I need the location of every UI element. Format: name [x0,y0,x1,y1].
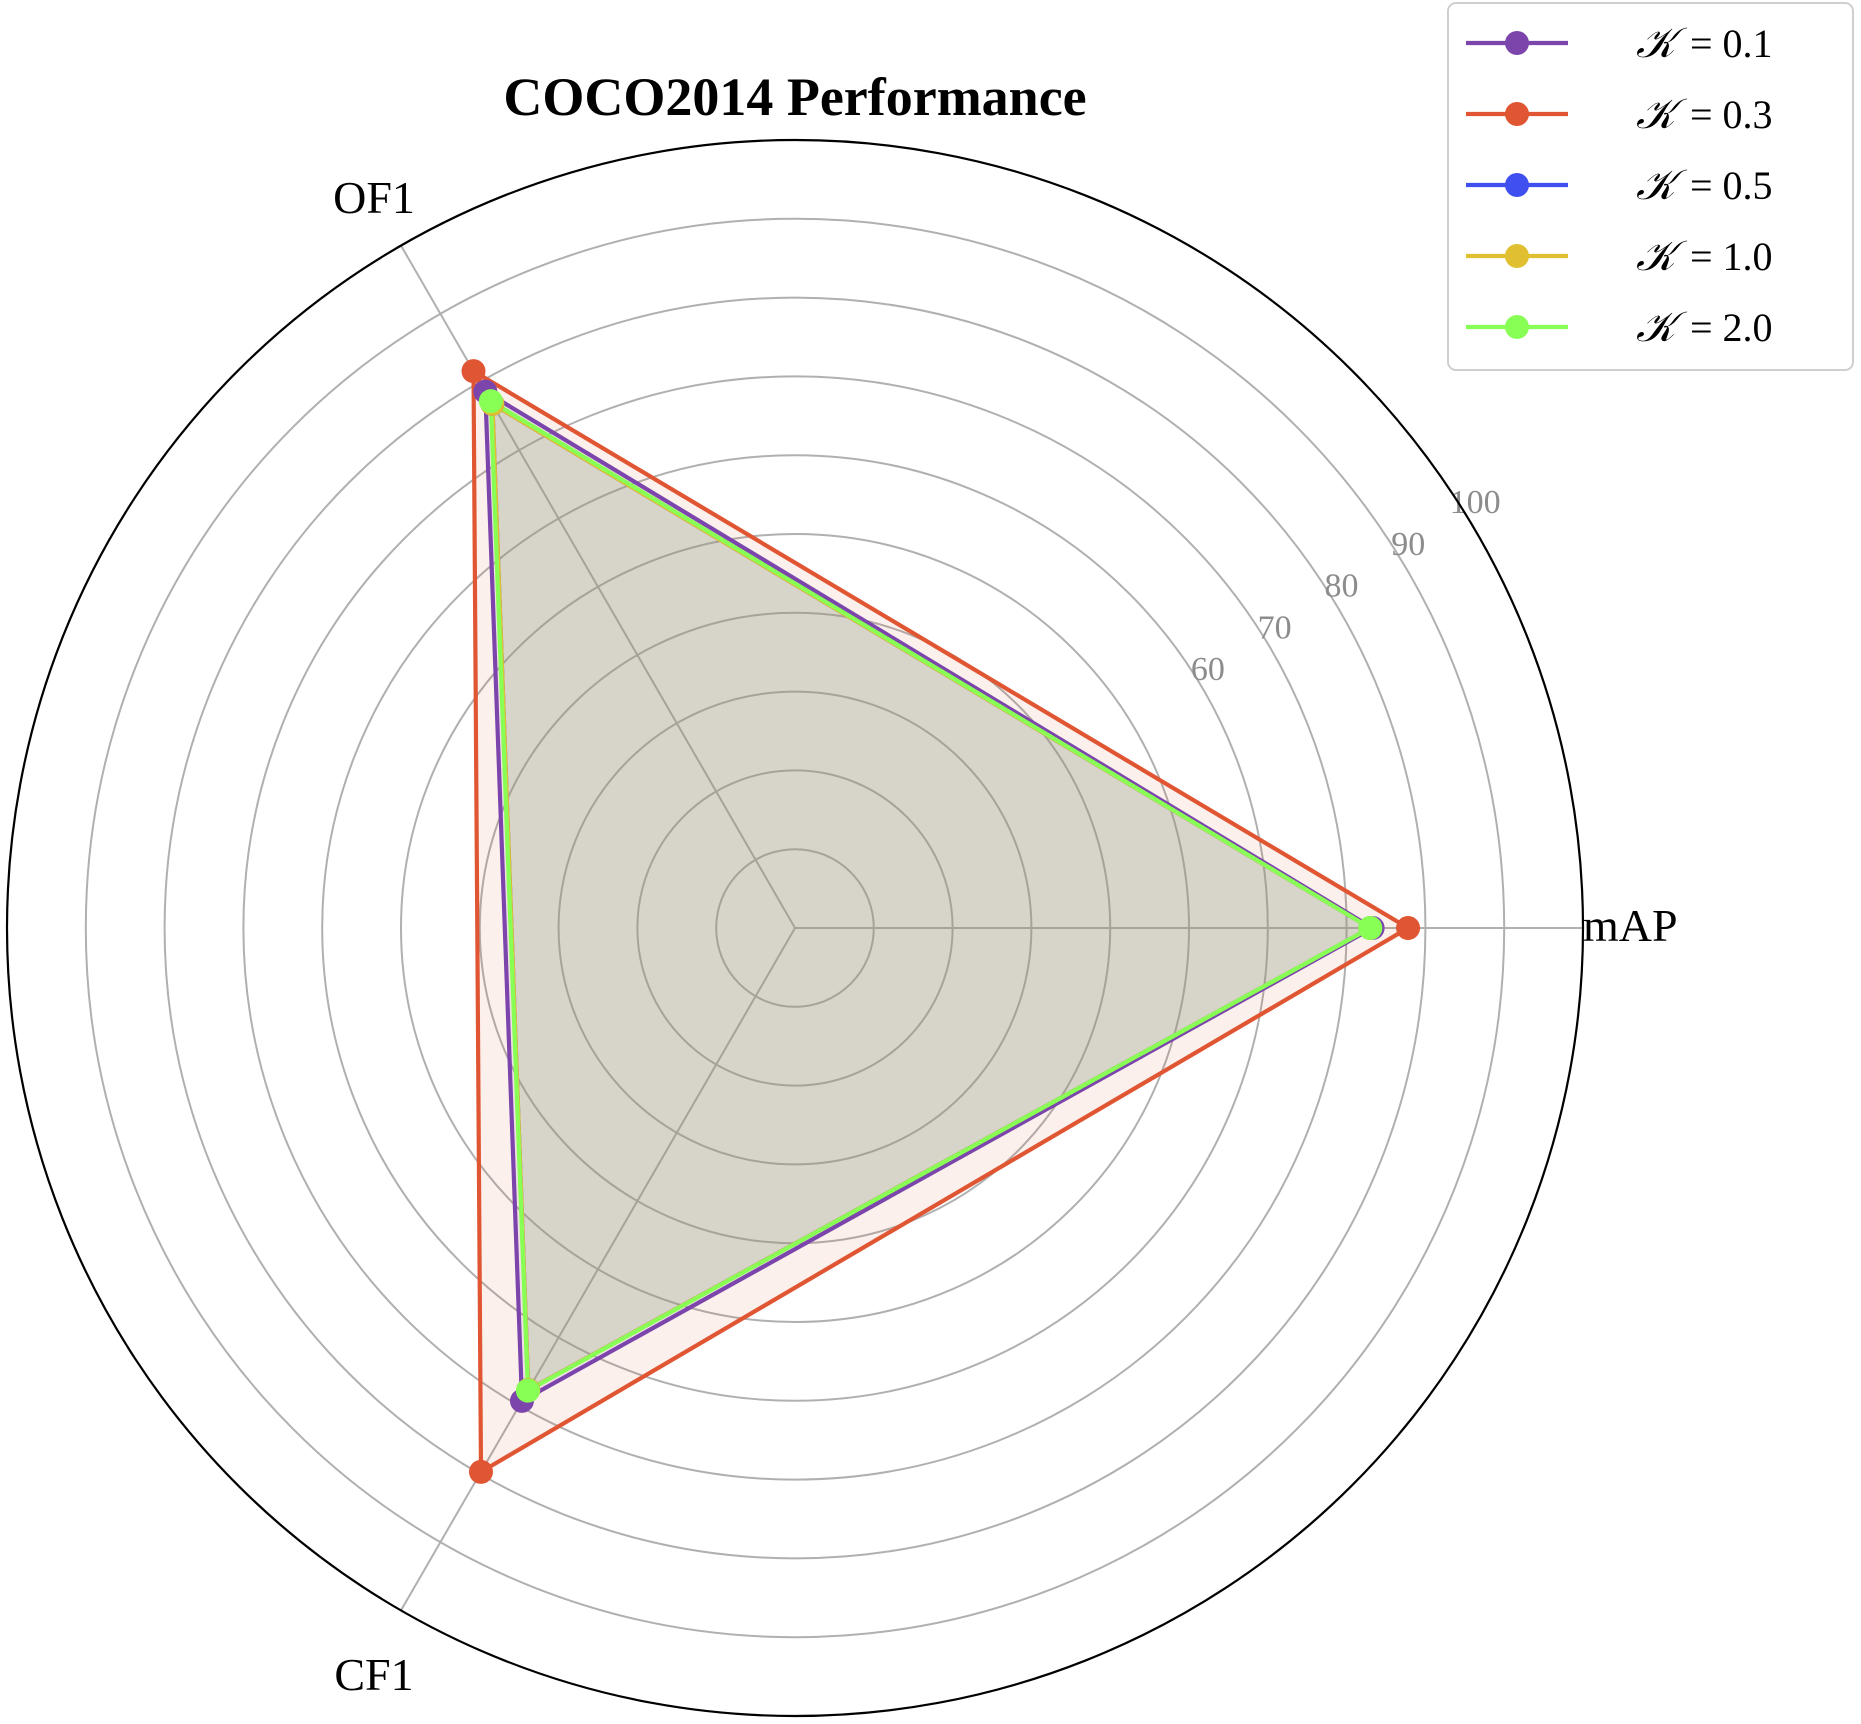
series-marker [515,1378,540,1403]
series-marker [478,389,503,414]
legend-marker [1505,244,1529,268]
tick-label: 90 [1391,526,1425,563]
tick-label: 60 [1191,651,1225,688]
series-line [471,367,1413,1476]
series-marker [1396,916,1421,940]
legend-label: = 2.0 [1690,305,1773,350]
legend-marker [1505,31,1529,55]
legend-frame [1447,2,1854,371]
series-lines [471,367,1413,1476]
legend-label: = 0.5 [1690,163,1773,208]
axis-label-cf1: CF1 [334,1649,413,1700]
series-marker [1358,916,1383,940]
legend-marker [1505,315,1529,339]
series-markers [461,359,1421,1484]
legend-marker [1505,102,1529,126]
tick-label: 80 [1324,568,1358,605]
chart-title: COCO2014 Performance [503,67,1086,127]
axis-labels: mAP OF1 CF1 [333,172,1678,1700]
legend-marker [1505,173,1529,197]
radar-spokes [400,245,1583,1611]
axis-label-of1: OF1 [333,172,415,223]
series-fill [485,391,1373,1401]
series-fill [492,403,1371,1390]
legend-label: = 1.0 [1690,234,1773,279]
spoke-of1 [400,245,796,929]
series-fill [490,401,1371,1391]
series-fill [473,371,1409,1472]
series-fills [473,371,1409,1472]
series-line [488,397,1375,1395]
series-marker [468,1459,493,1484]
series-fill [492,403,1371,1390]
spoke-cf1 [400,927,796,1611]
axis-label-map: mAP [1583,900,1678,951]
outer-frame-circle [5,138,1585,1718]
legend-label: = 0.1 [1690,21,1773,66]
series-line [483,387,1377,1405]
legend-label: = 0.3 [1690,92,1773,137]
legend: 𝒦 = 0.1𝒦 = 0.3𝒦 = 0.5𝒦 = 1.0𝒦 = 2.0 [1447,2,1854,371]
series-marker [461,359,486,384]
tick-label: 70 [1258,609,1292,646]
